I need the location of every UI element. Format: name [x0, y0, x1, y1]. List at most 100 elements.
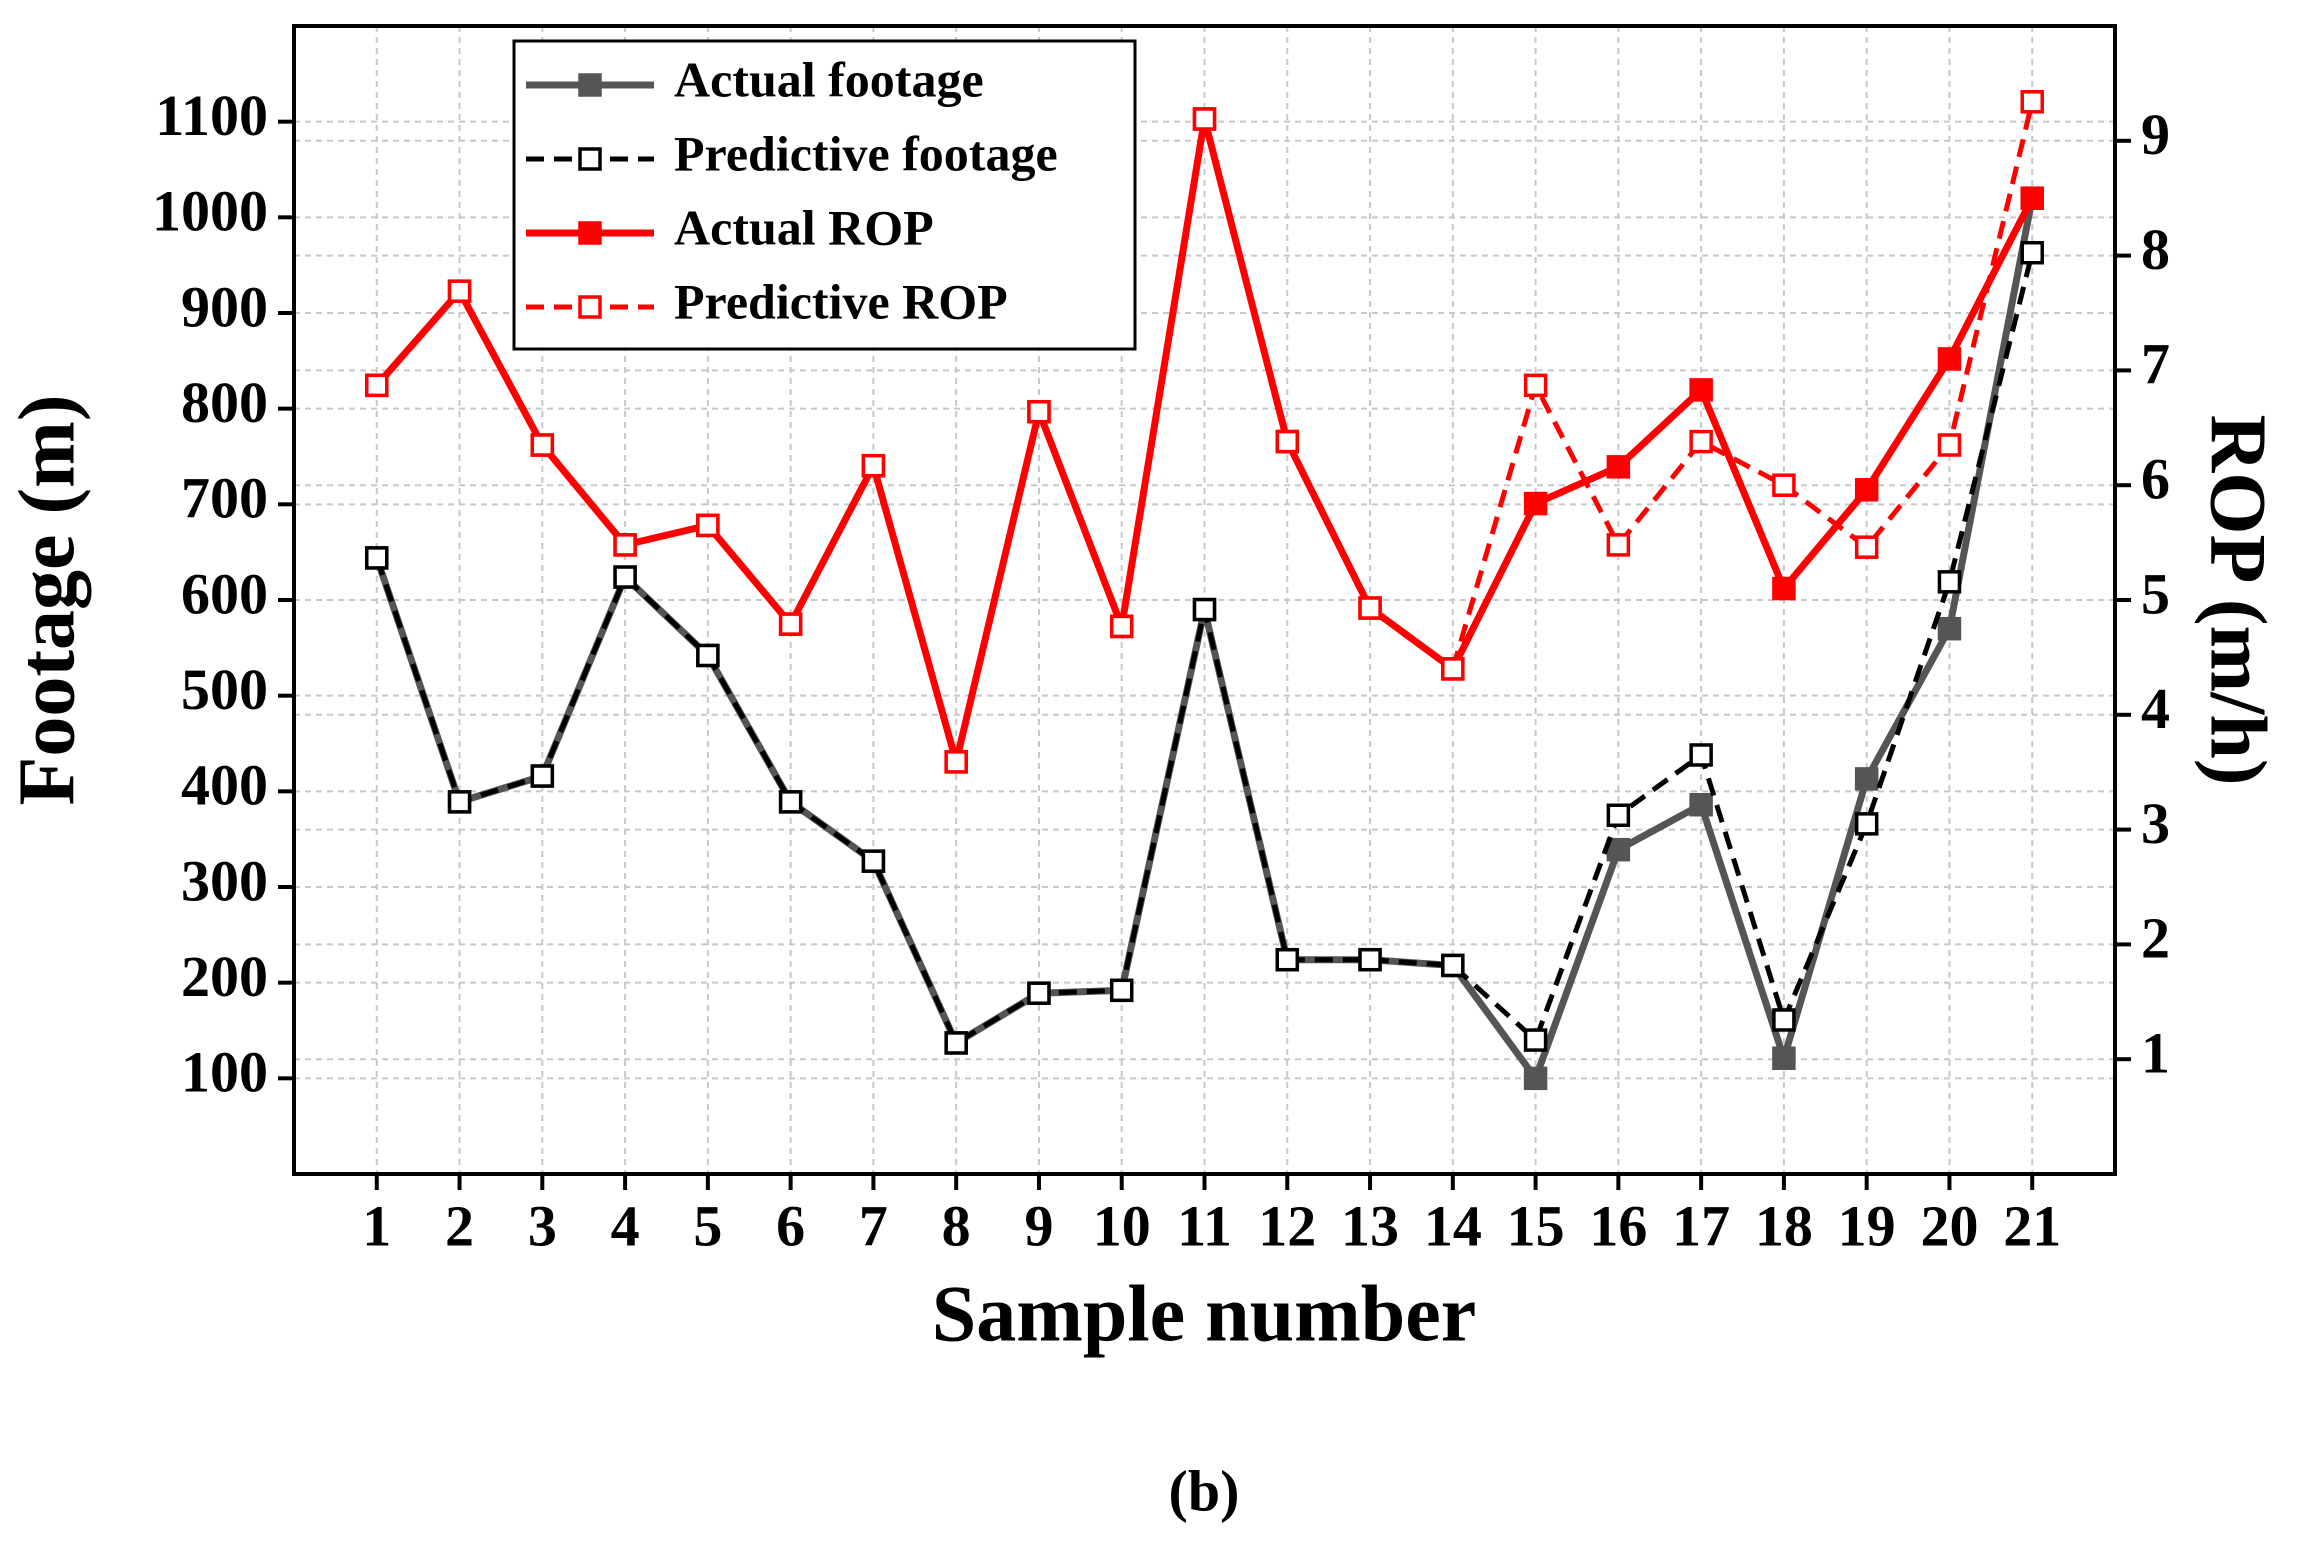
- y2-tick-label: 9: [2141, 102, 2170, 167]
- marker: [778, 790, 803, 814]
- marker: [1937, 347, 1962, 371]
- marker: [1109, 614, 1134, 639]
- x-tick-label: 9: [1024, 1193, 1053, 1258]
- y2-tick-label: 3: [2141, 791, 2170, 856]
- y-tick-label: 1100: [155, 83, 268, 148]
- x-tick-label: 2: [445, 1193, 474, 1258]
- caption: (b): [1169, 1458, 1240, 1523]
- marker: [1523, 491, 1548, 516]
- marker: [1606, 455, 1631, 479]
- y2-tick-label: 8: [2141, 217, 2170, 282]
- marker: [1937, 570, 1962, 594]
- marker: [1441, 657, 1465, 681]
- marker: [1689, 378, 1713, 402]
- y-tick-label: 500: [181, 657, 268, 722]
- marker: [1854, 535, 1879, 559]
- marker: [447, 790, 472, 814]
- plot-frame: [292, 24, 2117, 1176]
- legend-label: Predictive ROP: [674, 273, 1008, 329]
- marker: [1854, 478, 1879, 502]
- y-axis-title: Footage (m): [3, 395, 91, 806]
- marker: [861, 453, 886, 478]
- x-tick-label: 17: [1672, 1193, 1730, 1258]
- marker: [1027, 981, 1051, 1005]
- x-tick-label: 21: [2003, 1193, 2061, 1258]
- marker: [1689, 429, 1713, 454]
- series-line: [374, 101, 2035, 763]
- y2-tick-label: 6: [2141, 447, 2170, 512]
- marker: [1937, 616, 1962, 641]
- marker: [1772, 1008, 1796, 1032]
- marker: [1606, 533, 1631, 557]
- marker: [2020, 186, 2044, 210]
- marker: [1772, 576, 1796, 601]
- marker: [778, 612, 803, 636]
- x-tick-label: 11: [1177, 1193, 1232, 1258]
- x-tick-label: 6: [776, 1193, 805, 1258]
- legend-label: Actual footage: [674, 51, 984, 107]
- marker: [1772, 1046, 1796, 1070]
- x-tick-label: 19: [1838, 1193, 1896, 1258]
- marker: [2020, 240, 2044, 265]
- marker: [944, 750, 968, 774]
- marker: [1772, 473, 1796, 497]
- y-tick-label: 300: [181, 848, 268, 913]
- legend-label: Predictive footage: [674, 125, 1058, 181]
- marker: [613, 565, 637, 589]
- marker: [1854, 767, 1879, 791]
- x-tick-label: 13: [1341, 1193, 1399, 1258]
- marker: [1937, 433, 1962, 457]
- x-tick-label: 3: [528, 1193, 557, 1258]
- y-tick-label: 200: [181, 944, 268, 1009]
- x-tick-label: 15: [1507, 1193, 1565, 1258]
- marker: [1027, 399, 1051, 424]
- legend-marker: [578, 221, 602, 245]
- marker: [944, 1031, 968, 1055]
- marker: [447, 279, 472, 303]
- marker: [696, 513, 720, 538]
- x-tick-label: 12: [1258, 1193, 1316, 1258]
- y-tick-label: 700: [181, 466, 268, 531]
- marker: [1689, 792, 1713, 817]
- marker: [1606, 837, 1631, 862]
- y2-tick-label: 7: [2141, 332, 2170, 397]
- y-tick-label: 1000: [152, 179, 268, 244]
- x-tick-label: 1: [362, 1193, 391, 1258]
- marker: [1192, 107, 1217, 131]
- x-tick-label: 10: [1093, 1193, 1151, 1258]
- y-tick-label: 600: [181, 561, 268, 626]
- marker: [1275, 429, 1300, 454]
- y2-tick-label: 5: [2141, 561, 2170, 626]
- y2-tick-label: 2: [2141, 906, 2170, 971]
- marker: [1109, 978, 1134, 1003]
- marker: [696, 643, 720, 668]
- legend-box: [512, 39, 1137, 351]
- x-tick-label: 8: [942, 1193, 971, 1258]
- legend-marker: [578, 295, 602, 319]
- marker: [1523, 1028, 1548, 1052]
- marker: [365, 546, 389, 570]
- marker: [1523, 1066, 1548, 1091]
- marker: [530, 764, 555, 788]
- y-tick-label: 900: [181, 274, 268, 339]
- marker: [1192, 597, 1217, 622]
- legend-label: Actual ROP: [674, 199, 934, 255]
- marker: [1358, 596, 1382, 620]
- x-tick-label: 7: [859, 1193, 888, 1258]
- x-tick-label: 4: [611, 1193, 640, 1258]
- y-tick-label: 400: [181, 753, 268, 818]
- y2-tick-label: 4: [2141, 676, 2170, 741]
- y2-axis-title: ROP (m/h): [2194, 414, 2282, 785]
- x-tick-label: 5: [693, 1193, 722, 1258]
- marker: [1854, 812, 1879, 836]
- x-tick-label: 20: [1920, 1193, 1978, 1258]
- marker: [1441, 953, 1465, 978]
- marker: [1358, 947, 1382, 972]
- x-tick-label: 18: [1755, 1193, 1813, 1258]
- marker: [2020, 90, 2044, 114]
- marker: [1689, 743, 1713, 767]
- y-tick-label: 800: [181, 370, 268, 435]
- marker: [861, 849, 886, 873]
- x-tick-label: 16: [1589, 1193, 1647, 1258]
